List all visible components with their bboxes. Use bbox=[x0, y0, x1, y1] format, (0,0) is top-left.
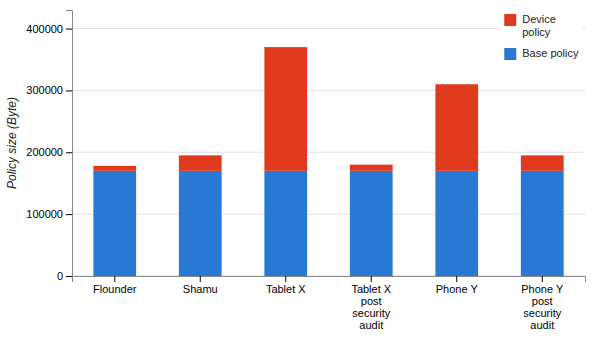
legend-label: Devicepolicy bbox=[522, 13, 556, 38]
legend-swatch bbox=[504, 14, 516, 26]
tick-mark bbox=[371, 276, 372, 282]
axis-line bbox=[73, 277, 586, 283]
tick-label: 200000 bbox=[26, 146, 63, 158]
y-axis: 0 100000 200000 300000 400000 bbox=[26, 11, 72, 283]
tick-label: 0 bbox=[57, 270, 63, 282]
tick-label: 300000 bbox=[26, 84, 63, 96]
tick-mark bbox=[66, 152, 72, 153]
x-axis: Flounder Shamu Tablet X Tablet Xpostsecurit… bbox=[73, 276, 586, 331]
bar bbox=[521, 155, 564, 170]
tick-mark bbox=[542, 276, 543, 282]
chart: 0 100000 200000 300000 400000 Flounder Shamu Ta… bbox=[0, 0, 597, 338]
bar bbox=[435, 171, 478, 276]
tick-label: Phone Y bbox=[436, 283, 479, 295]
tick: Phone Ypostsecurityaudit bbox=[521, 276, 564, 331]
bar bbox=[521, 171, 564, 276]
tick: Shamu bbox=[183, 276, 218, 295]
tick: 400000 bbox=[26, 23, 72, 35]
tick-mark bbox=[66, 276, 72, 277]
tick-mark bbox=[66, 29, 72, 30]
tick: Tablet Xpostsecurityaudit bbox=[351, 276, 391, 331]
tick: 0 bbox=[57, 270, 72, 282]
tick-label: Tablet Xpostsecurityaudit bbox=[351, 283, 391, 331]
tick: Tablet X bbox=[266, 276, 306, 295]
tick: Phone Y bbox=[436, 276, 479, 295]
plot: 0 100000 200000 300000 400000 Flounder Shamu Ta… bbox=[26, 9, 585, 331]
grid-line bbox=[72, 90, 585, 91]
tick-label: 100000 bbox=[26, 208, 63, 220]
legend-label: Base policy bbox=[522, 47, 579, 59]
legend-background bbox=[500, 9, 583, 64]
tick-label: Shamu bbox=[183, 283, 218, 295]
grid-line bbox=[72, 214, 585, 215]
bar bbox=[350, 171, 393, 276]
tick-mark bbox=[66, 214, 72, 215]
legend-swatch bbox=[504, 48, 516, 60]
bar bbox=[350, 165, 393, 171]
tick-label: 400000 bbox=[26, 23, 63, 35]
bar bbox=[435, 84, 478, 171]
legend-item: Base policy bbox=[504, 47, 579, 60]
bar bbox=[93, 166, 136, 171]
series bbox=[93, 47, 563, 171]
tick-mark bbox=[200, 276, 201, 282]
tick-mark bbox=[114, 276, 115, 282]
tick-mark bbox=[456, 276, 457, 282]
tick: 200000 bbox=[26, 146, 72, 158]
tick: 100000 bbox=[26, 208, 72, 220]
tick: Flounder bbox=[93, 276, 137, 295]
y-label: Policy size (Byte) bbox=[5, 97, 19, 189]
bar bbox=[264, 171, 307, 276]
bars bbox=[93, 47, 563, 276]
tick-mark bbox=[66, 90, 72, 91]
legend: Devicepolicy Base policy bbox=[500, 9, 583, 64]
bar bbox=[93, 171, 136, 276]
tick-label: Phone Ypostsecurityaudit bbox=[521, 283, 564, 331]
tick-mark bbox=[285, 276, 286, 282]
series bbox=[93, 171, 563, 276]
tick: 300000 bbox=[26, 84, 72, 96]
bar bbox=[179, 155, 222, 170]
axis-line bbox=[66, 11, 73, 277]
grid-line bbox=[72, 152, 585, 153]
bar bbox=[179, 171, 222, 276]
bar bbox=[264, 47, 307, 171]
legend-item: Devicepolicy bbox=[504, 13, 556, 38]
tick-label: Tablet X bbox=[266, 283, 306, 295]
tick-label: Flounder bbox=[93, 283, 137, 295]
grid bbox=[72, 29, 585, 276]
